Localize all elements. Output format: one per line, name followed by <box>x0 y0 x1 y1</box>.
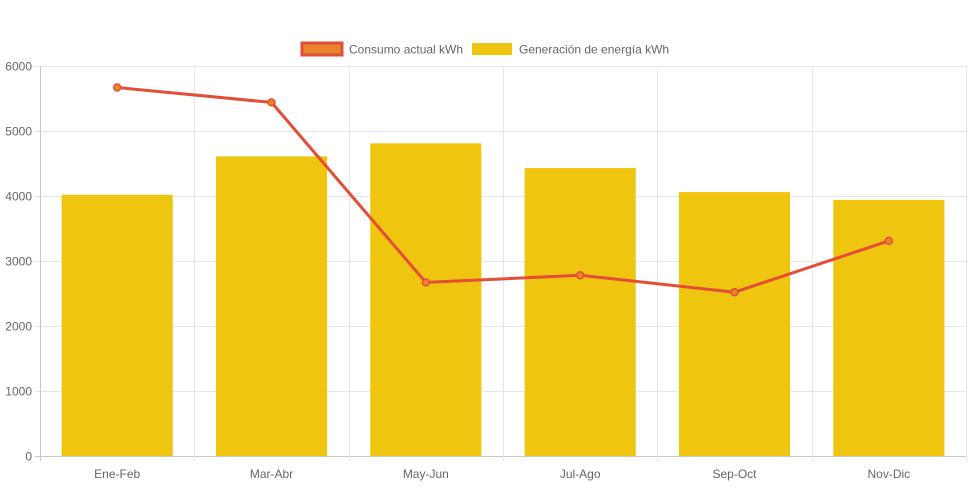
legend-label-generacion[interactable]: Generación de energía kWh <box>519 43 669 57</box>
y-tick-label: 2000 <box>5 320 32 334</box>
grid <box>35 66 967 461</box>
point-consumo[interactable] <box>421 278 431 287</box>
y-tick-label: 4000 <box>5 190 32 204</box>
x-tick-label: Nov-Dic <box>867 467 910 481</box>
bar-generacion[interactable] <box>678 192 791 456</box>
y-tick-label: 0 <box>25 450 32 464</box>
bar-generacion[interactable] <box>524 168 636 457</box>
x-tick-label: May-Jun <box>403 467 449 481</box>
y-tick-label: 3000 <box>5 255 32 269</box>
y-tick-label: 5000 <box>5 125 32 139</box>
point-consumo[interactable] <box>112 83 122 92</box>
x-tick-label: Ene-Feb <box>94 467 140 481</box>
y-tick-label: 6000 <box>5 60 32 74</box>
bar-generacion[interactable] <box>61 194 173 456</box>
line-series <box>112 83 894 297</box>
point-consumo[interactable] <box>575 271 585 280</box>
x-tick-label: Mar-Abr <box>250 467 293 481</box>
x-axis: Ene-Feb Mar-Abr May-Jun Jul-Ago Sep-Oct Nov-D… <box>94 467 910 481</box>
legend-swatch-consumo[interactable] <box>300 41 344 57</box>
legend-label-consumo[interactable]: Consumo actual kWh <box>349 43 463 57</box>
x-tick-label: Sep-Oct <box>712 467 757 481</box>
x-tick-label: Jul-Ago <box>560 467 601 481</box>
point-consumo[interactable] <box>267 98 276 107</box>
y-axis: 0 1000 2000 3000 4000 5000 6000 <box>5 60 32 464</box>
legend: Consumo actual kWh Generación de energía… <box>300 41 669 57</box>
bar-generacion[interactable] <box>370 143 482 456</box>
line-consumo <box>117 86 890 294</box>
y-tick-label: 1000 <box>5 385 32 399</box>
legend-swatch-generacion[interactable] <box>472 43 512 55</box>
point-consumo[interactable] <box>884 236 894 246</box>
bar-generacion[interactable] <box>215 156 328 456</box>
point-consumo[interactable] <box>730 287 739 297</box>
